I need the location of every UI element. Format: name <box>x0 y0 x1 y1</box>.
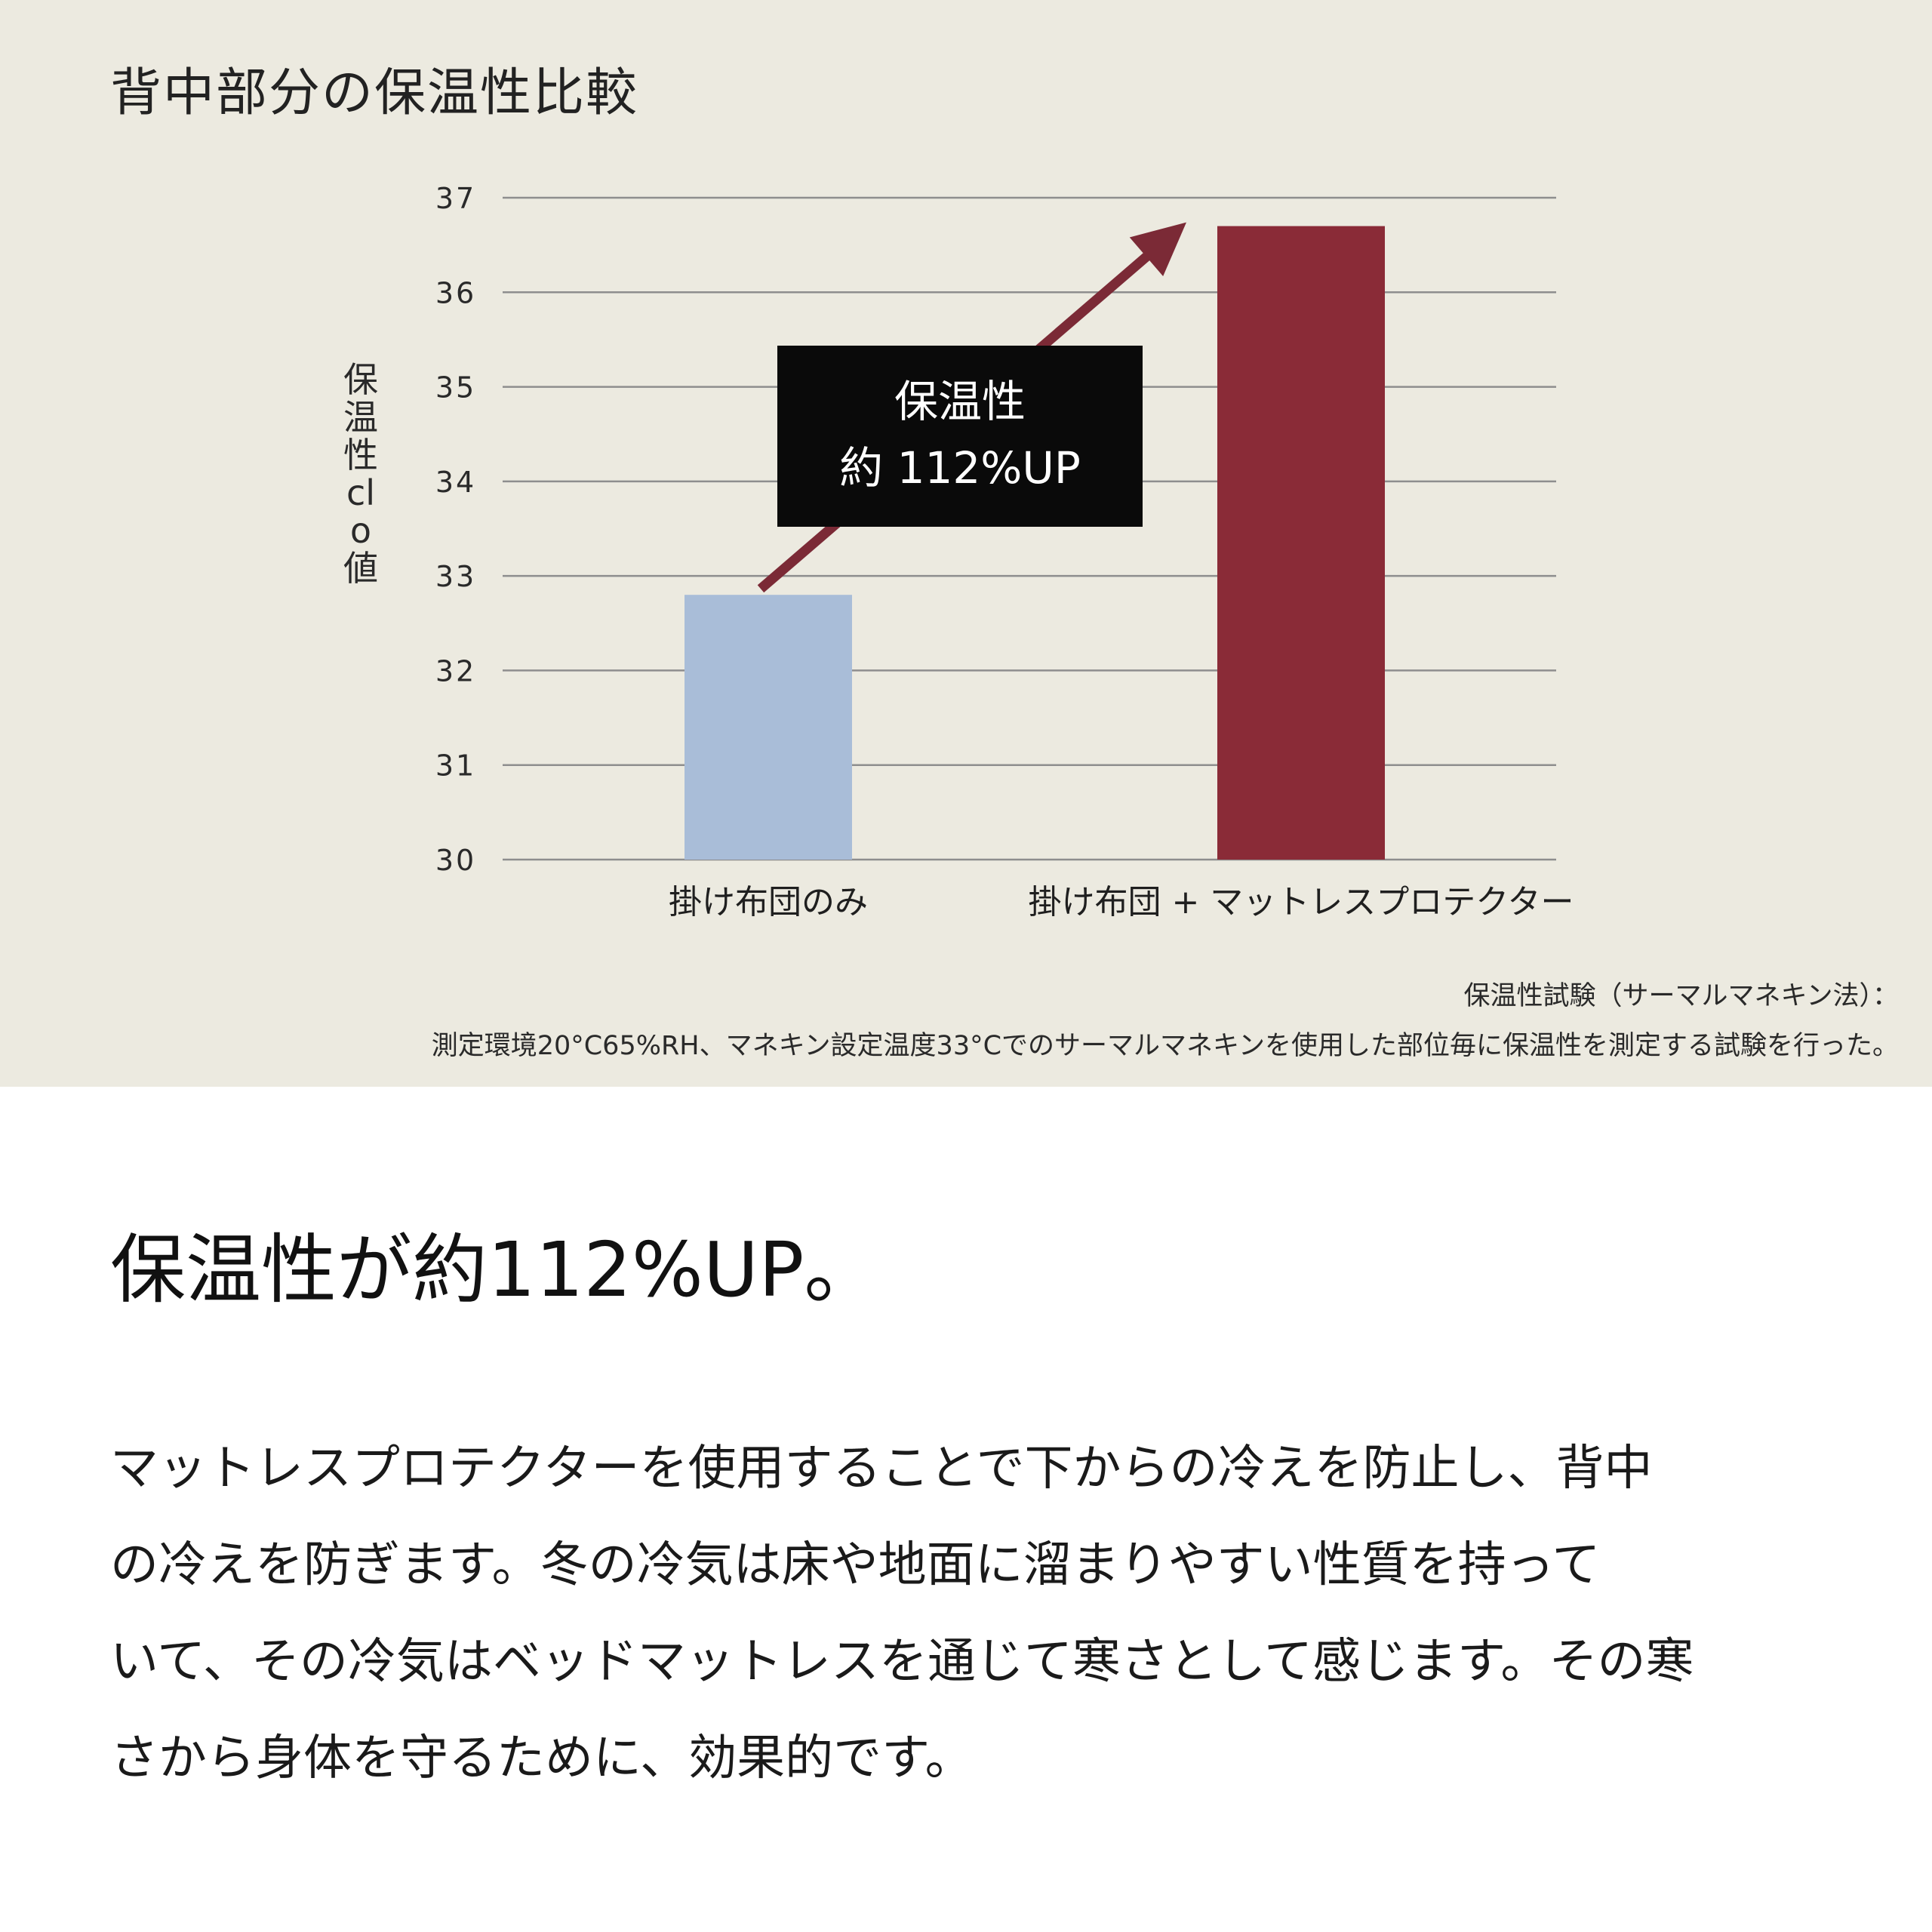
y-tick-label: 35 <box>435 371 476 405</box>
test-conditions-note: 測定環境20°C65%RH、マネキン設定温度33°Cでのサーマルマネキンを使用し… <box>431 1031 1899 1061</box>
increase-callout: 保温性 約 112%UP <box>777 346 1143 527</box>
y-tick-label: 36 <box>435 276 476 309</box>
y-tick-label: 37 <box>435 182 476 215</box>
y-tick-labels: 37 36 35 34 33 32 31 30 <box>435 182 476 877</box>
bar-chart: 37 36 35 34 33 32 31 30 <box>435 182 1556 877</box>
body-line-2: の冷えを防ぎます。冬の冷気は床や地面に溜まりやすい性質を持って <box>110 1537 1601 1593</box>
bars <box>685 226 1385 860</box>
body-line-4: さから身体を守るために、効果的です。 <box>110 1730 974 1786</box>
y-tick-label: 31 <box>435 749 476 783</box>
y-tick-label: 30 <box>435 844 476 877</box>
gridlines <box>503 196 1556 861</box>
body-line-3: いて、その冷気はベッドマットレスを通じて寒さとして感じます。その寒 <box>110 1634 1694 1690</box>
x-category-label-1: 掛け布団 + マットレスプロテクター <box>1028 883 1574 921</box>
y-tick-label: 34 <box>435 466 476 499</box>
x-category-label-0: 掛け布団のみ <box>669 883 868 921</box>
y-axis-label: 保温性clo値 <box>343 359 378 589</box>
bar-0 <box>685 595 852 860</box>
test-method-note: 保温性試験（サーマルマネキン法）： <box>1463 981 1899 1011</box>
body-text: マットレスプロテクターを使用することで下からの冷えを防止し、背中 の冷えを防ぎま… <box>110 1420 1831 1807</box>
y-tick-label: 33 <box>435 560 476 593</box>
y-tick-label: 32 <box>435 654 476 688</box>
body-line-1: マットレスプロテクターを使用することで下からの冷えを防止し、背中 <box>110 1441 1653 1497</box>
chart-panel: 背中部分の保温性比較 37 36 35 34 33 32 31 30 保温性clo値 掛け布団… <box>0 0 1932 1087</box>
callout-line-1: 保温性 <box>894 376 1026 427</box>
callout-line-2: 約 112%UP <box>839 442 1081 494</box>
headline: 保温性が約112%UP。 <box>110 1226 880 1314</box>
chart-title: 背中部分の保温性比較 <box>110 63 639 123</box>
arrow-head <box>1129 222 1186 277</box>
bar-1 <box>1217 226 1385 860</box>
